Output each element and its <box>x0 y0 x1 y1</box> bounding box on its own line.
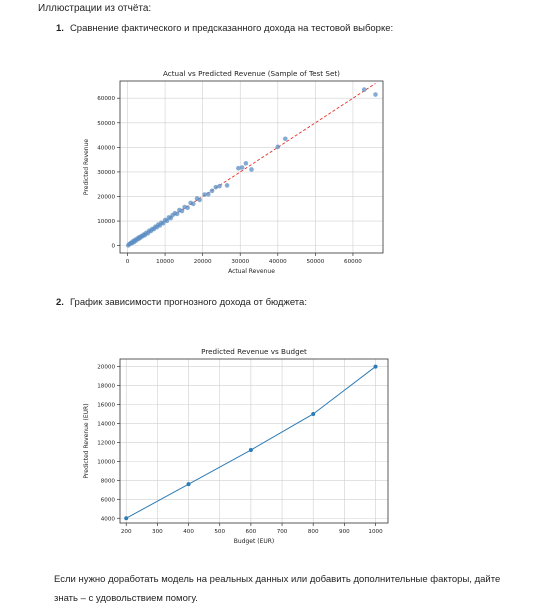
scatter-point <box>249 167 254 172</box>
scatter-point <box>243 161 249 166</box>
y-tick-label: 16000 <box>97 403 115 409</box>
scatter-point <box>224 183 230 188</box>
y-axis-label: Predicted Revenue <box>83 139 90 196</box>
x-tick-label: 900 <box>339 529 350 535</box>
intro-text: Иллюстрации из отчёта: <box>38 3 152 14</box>
y-tick-label: 4000 <box>101 516 116 522</box>
grid <box>120 359 388 523</box>
chart-title: Predicted Revenue vs Budget <box>201 347 307 356</box>
list-item-1: 1. Сравнение фактического и предсказанног… <box>56 23 393 34</box>
x-tick-label: 1000 <box>368 529 383 535</box>
y-tick-label: 20000 <box>97 194 115 200</box>
y-tick-label: 6000 <box>101 497 116 503</box>
scatter-point <box>185 205 190 211</box>
x-tick-label: 50000 <box>306 259 324 265</box>
y-tick-label: 10000 <box>97 459 115 465</box>
y-tick-label: 50000 <box>97 121 115 127</box>
y-tick-label: 30000 <box>97 170 115 176</box>
y-tick-label: 20000 <box>97 365 115 371</box>
list-item-2: 2. График зависимости прогнозного дохода … <box>56 297 307 308</box>
y-tick-label: 40000 <box>97 145 115 151</box>
scatter-point <box>174 211 180 217</box>
closing-text: Если нужно доработать модель на реальных… <box>54 574 501 604</box>
x-tick-label: 600 <box>246 529 257 535</box>
y-tick-label: 8000 <box>101 478 116 484</box>
chart-title: Actual vs Predicted Revenue (Sample of T… <box>163 69 340 78</box>
scatter-point <box>373 92 378 97</box>
plot-frame <box>119 358 389 524</box>
actual-vs-predicted-chart: 0 10000 20000 30000 40000 50000 60000 0 10000 200… <box>83 69 384 275</box>
data-point <box>311 411 316 416</box>
y-tick-label: 12000 <box>97 440 115 446</box>
scatter-point <box>179 208 185 214</box>
y-tick-label: 10000 <box>97 219 115 225</box>
reference-line <box>127 83 376 247</box>
scatter-point <box>361 87 367 92</box>
x-tick-label: 200 <box>121 529 132 535</box>
x-tick-label: 40000 <box>269 259 287 265</box>
x-tick-label: 400 <box>183 529 194 535</box>
x-tick-label: 800 <box>308 529 319 535</box>
scatter-point <box>202 192 207 197</box>
data-point <box>373 364 378 369</box>
y-tick-label: 18000 <box>97 384 115 390</box>
list-item-text: Сравнение фактического и предсказанного … <box>69 23 394 34</box>
scatter-point <box>213 184 219 190</box>
scatter-point <box>209 188 215 194</box>
y-tick-label: 0 <box>111 244 115 250</box>
data-point <box>248 448 253 453</box>
list-number: 2. <box>56 297 64 308</box>
x-tick-label: 0 <box>126 259 130 265</box>
x-tick-label: 30000 <box>231 259 249 265</box>
x-tick-label: 300 <box>152 529 163 535</box>
scatter-point <box>217 183 222 189</box>
scatter-point <box>205 191 211 197</box>
y-tick-label: 14000 <box>97 421 115 427</box>
grid <box>120 81 383 253</box>
y-axis-label: Predicted Revenue (EUR) <box>83 403 90 478</box>
scatter-point <box>283 136 288 142</box>
x-tick-label: 20000 <box>194 259 212 265</box>
scatter-point <box>275 144 281 150</box>
data-point <box>186 482 191 487</box>
x-tick-label: 60000 <box>344 259 362 265</box>
x-axis-label: Actual Revenue <box>228 268 275 275</box>
x-tick-label: 700 <box>277 529 288 535</box>
data-point <box>124 516 129 521</box>
x-tick-label: 10000 <box>156 259 174 265</box>
scatter-point <box>239 165 245 170</box>
x-tick-label: 500 <box>214 529 225 535</box>
scatter-point <box>197 197 202 203</box>
scatter-point <box>164 218 170 224</box>
scatter-point <box>236 165 241 171</box>
scatter-point <box>190 201 196 207</box>
y-tick-label: 60000 <box>97 96 115 102</box>
predicted-vs-budget-chart: 200 300 400 500 600 700 800 900 1000 4000 6000 8000… <box>83 347 389 545</box>
plot-frame <box>119 80 384 254</box>
list-item-text: График зависимости прогнозного дохода от… <box>69 297 307 308</box>
list-number: 1. <box>56 23 64 34</box>
x-axis-label: Budget (EUR) <box>234 538 275 545</box>
